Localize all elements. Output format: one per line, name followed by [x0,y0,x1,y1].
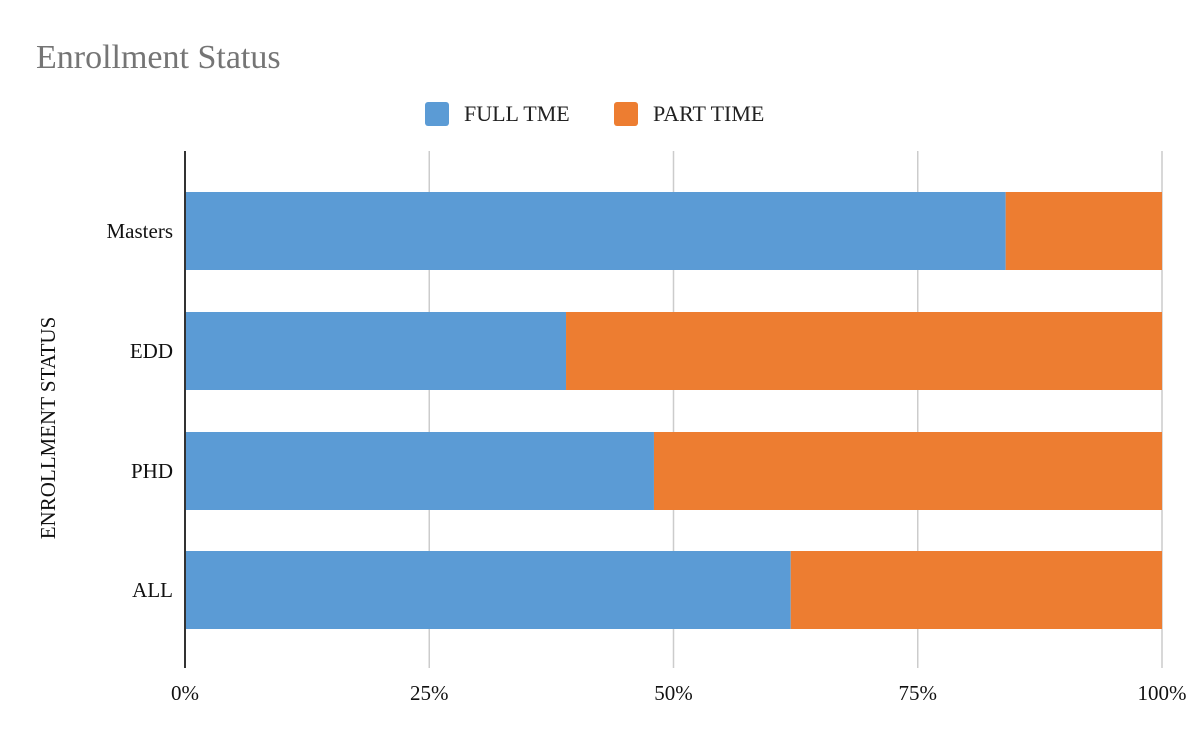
category-label-edd: EDD [130,339,173,363]
category-label-all: ALL [132,578,173,602]
x-tick-label-0: 0% [171,681,199,705]
legend-swatch-part-time [614,102,638,126]
x-tick-labels: 0% 25% 50% 75% 100% [171,681,1187,705]
category-labels: Masters EDD PHD ALL [107,219,174,602]
chart-title: Enrollment Status [36,39,281,76]
x-tick-label-50: 50% [654,681,693,705]
x-tick-label-25: 25% [410,681,449,705]
bar-edd-part-time [566,312,1162,390]
bar-phd-part-time [653,432,1162,510]
legend-label-part-time: PART TIME [653,101,764,126]
x-tick-label-75: 75% [899,681,938,705]
bar-masters-part-time [1005,192,1162,270]
bar-all-part-time [790,551,1162,629]
legend-swatch-full-time [425,102,449,126]
legend: FULL TME PART TIME [425,101,764,126]
y-axis-title: ENROLLMENT STATUS [36,317,60,540]
x-tick-label-100: 100% [1138,681,1187,705]
bar-all-full-tme [185,551,791,629]
bars [185,192,1162,629]
category-label-phd: PHD [131,459,173,483]
bar-phd-full-tme [185,432,654,510]
category-label-masters: Masters [107,219,174,243]
bar-masters-full-tme [185,192,1006,270]
legend-label-full-time: FULL TME [464,101,570,126]
bar-edd-full-tme [185,312,567,390]
